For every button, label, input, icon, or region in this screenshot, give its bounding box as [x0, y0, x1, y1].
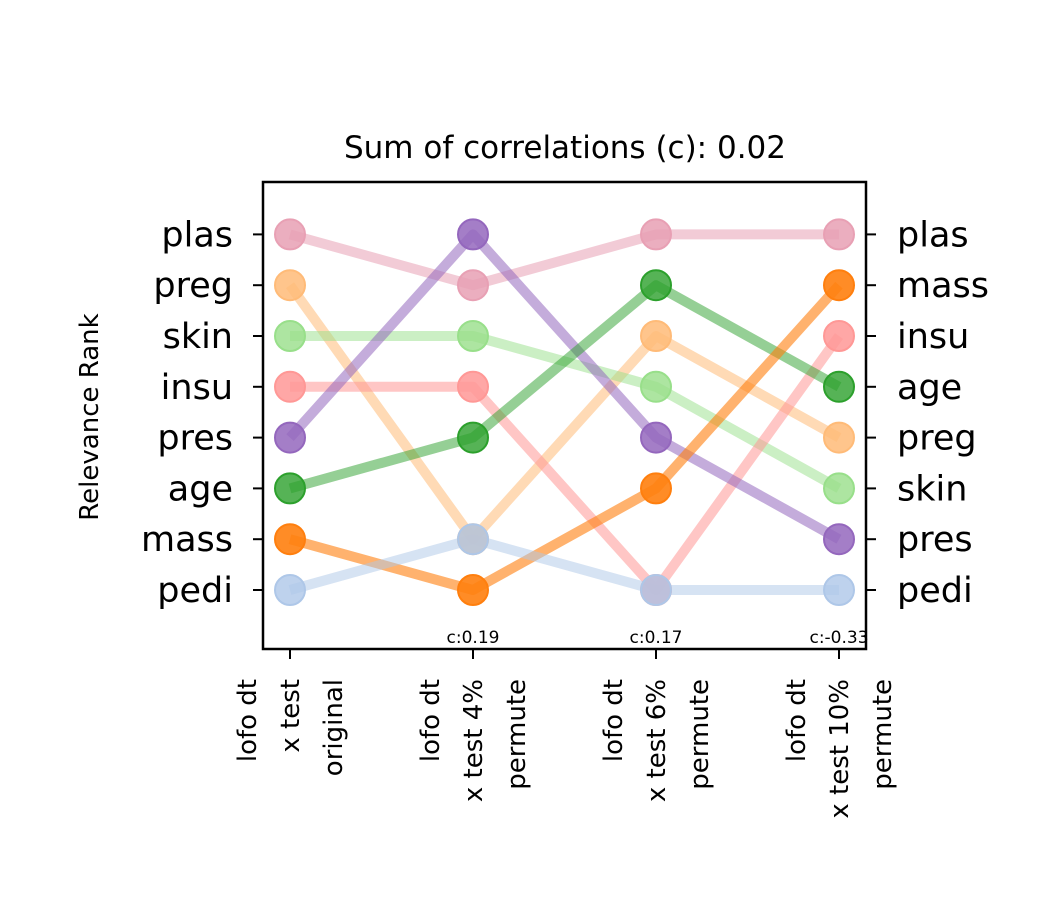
series-line-pres [286, 229, 842, 544]
chart-title: Sum of correlations (c): 0.02 [344, 130, 786, 166]
left-tick-label: plas [161, 215, 233, 255]
x-tick-label-line: x test 6% [642, 679, 672, 802]
series-line-preg [285, 282, 842, 545]
x-axis: lofo dt x test original lofo dt x test 4% per… [233, 649, 898, 819]
left-tick-label: preg [153, 266, 233, 306]
point-age-3 [823, 370, 855, 403]
point-age-2 [640, 269, 672, 302]
point-insu-0 [274, 370, 306, 403]
correlation-label: c:-0.33 [809, 628, 868, 648]
left-tick-label: age [168, 469, 233, 509]
point-pedi-0 [274, 574, 306, 606]
series-line-plas [288, 229, 839, 291]
left-tick-label: pedi [157, 571, 233, 611]
x-tick-label-line: lofo dt [599, 679, 629, 762]
point-mass-2 [640, 472, 672, 505]
point-mass-3 [823, 269, 855, 302]
x-tick-label-line: lofo dt [416, 679, 446, 762]
x-tick-label-line: lofo dt [782, 679, 812, 762]
point-preg-3 [823, 421, 855, 454]
right-tick-label: mass [897, 266, 989, 306]
point-pres-3 [823, 523, 855, 556]
point-age-0 [274, 472, 306, 505]
x-tick-label: lofo dt x test original [233, 679, 349, 776]
point-pres-0 [274, 421, 306, 454]
correlation-labels: c:0.19 c:0.17 c:-0.33 [447, 628, 869, 648]
correlation-label: c:0.17 [630, 628, 683, 648]
series-line-pedi [288, 534, 839, 595]
x-tick-label-line: lofo dt [233, 679, 263, 762]
x-tick-label-line: x test 10% [825, 679, 855, 819]
point-plas-1 [457, 269, 489, 302]
correlation-label: c:0.19 [447, 628, 500, 648]
point-plas-2 [640, 218, 672, 251]
x-tick-label-line: original [319, 679, 349, 776]
left-tick-label: pres [157, 419, 233, 459]
series-line-insu [290, 333, 844, 595]
point-insu-3 [823, 320, 855, 352]
left-tick-label: skin [163, 317, 233, 357]
right-tick-label: pres [897, 520, 973, 560]
right-tick-label: insu [897, 317, 969, 357]
point-pres-2 [640, 421, 672, 454]
point-age-1 [457, 421, 489, 454]
point-skin-3 [823, 472, 855, 505]
x-tick-label-line: permute [685, 679, 715, 790]
right-axis: plas mass insu age preg skin pres pedi [866, 215, 989, 611]
point-insu-1 [457, 370, 489, 403]
x-tick-label: lofo dt x test 4% permute [416, 679, 532, 802]
x-tick-label-line: x test 4% [459, 679, 489, 802]
x-tick-label-line: permute [868, 679, 898, 790]
series-points [274, 218, 855, 606]
point-skin-2 [640, 370, 672, 403]
point-pedi-1 [457, 523, 489, 556]
right-tick-label: plas [897, 215, 969, 255]
point-preg-2 [640, 320, 672, 352]
point-pres-1 [457, 218, 489, 251]
point-mass-1 [457, 574, 489, 606]
point-plas-3 [823, 218, 855, 251]
right-tick-label: pedi [897, 571, 973, 611]
left-tick-label: insu [161, 368, 233, 408]
point-pedi-2 [640, 574, 672, 606]
plot-frame [261, 180, 868, 651]
x-tick-label-line: permute [502, 679, 532, 790]
right-tick-label: age [897, 368, 962, 408]
point-mass-0 [274, 523, 306, 556]
point-plas-0 [274, 218, 306, 251]
point-skin-1 [457, 320, 489, 352]
right-tick-label: preg [897, 419, 977, 459]
point-preg-0 [274, 269, 306, 302]
point-pedi-3 [823, 574, 855, 606]
left-axis: plas preg skin insu pres age mass pedi [141, 215, 263, 611]
series-lines [285, 229, 844, 595]
y-axis-label: Relevance Rank [75, 313, 105, 520]
x-tick-label-line: x test [276, 679, 306, 753]
point-skin-0 [274, 320, 306, 352]
x-tick-label: lofo dt x test 10% permute [782, 679, 898, 819]
right-tick-label: skin [897, 469, 967, 509]
series-line-age [288, 280, 842, 494]
left-tick-label: mass [141, 520, 233, 560]
x-tick-label: lofo dt x test 6% permute [599, 679, 715, 802]
